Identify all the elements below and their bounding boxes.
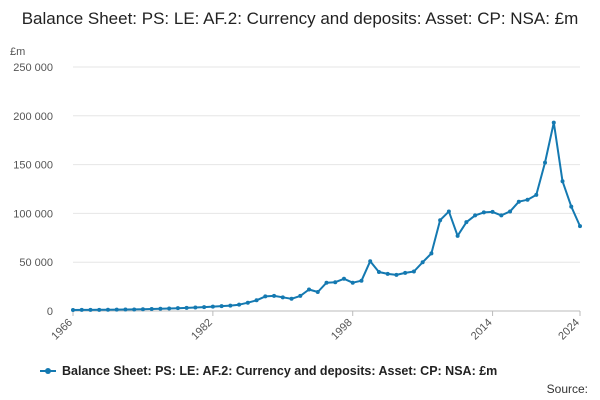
data-point[interactable] <box>455 233 460 238</box>
data-point[interactable] <box>490 209 495 214</box>
series-layer <box>71 120 582 313</box>
data-point[interactable] <box>420 260 425 265</box>
data-point[interactable] <box>569 204 574 209</box>
data-point[interactable] <box>71 308 75 313</box>
data-point[interactable] <box>578 224 582 229</box>
data-point[interactable] <box>184 305 189 310</box>
chart-title: Balance Sheet: PS: LE: AF.2: Currency an… <box>21 9 579 28</box>
data-point[interactable] <box>167 306 172 311</box>
y-tick-label: 0 <box>47 306 53 318</box>
data-point[interactable] <box>403 270 408 275</box>
data-point[interactable] <box>438 218 443 223</box>
legend[interactable]: Balance Sheet: PS: LE: AF.2: Currency an… <box>40 364 497 378</box>
data-point[interactable] <box>324 280 329 285</box>
data-point[interactable] <box>245 300 250 305</box>
data-point[interactable] <box>175 306 180 311</box>
x-axis: 1966 1982 1998 2014 2024 <box>49 311 582 342</box>
y-tick-label: 200 000 <box>13 111 53 123</box>
data-point[interactable] <box>376 269 381 274</box>
data-point[interactable] <box>88 307 93 312</box>
data-point[interactable] <box>210 304 215 309</box>
x-tick-label: 1998 <box>329 317 355 343</box>
data-point[interactable] <box>368 259 373 264</box>
data-point[interactable] <box>341 276 346 281</box>
data-point[interactable] <box>534 192 539 197</box>
data-point[interactable] <box>429 251 434 256</box>
data-point[interactable] <box>158 306 163 311</box>
data-point[interactable] <box>237 302 242 307</box>
legend-swatch <box>40 365 56 377</box>
legend-label: Balance Sheet: PS: LE: AF.2: Currency an… <box>62 364 498 378</box>
data-point[interactable] <box>359 278 364 283</box>
data-point[interactable] <box>219 304 224 309</box>
x-tick-label: 1982 <box>189 317 215 343</box>
data-point[interactable] <box>464 220 469 225</box>
data-point[interactable] <box>140 307 145 312</box>
y-tick-label: 100 000 <box>13 208 53 220</box>
data-point[interactable] <box>228 303 233 308</box>
data-point[interactable] <box>411 269 416 274</box>
gridlines <box>73 66 580 312</box>
data-point[interactable] <box>97 307 102 312</box>
data-point[interactable] <box>481 210 486 215</box>
data-point[interactable] <box>298 293 303 298</box>
data-point[interactable] <box>105 307 110 312</box>
data-point[interactable] <box>394 272 399 277</box>
data-point[interactable] <box>525 197 530 202</box>
y-tick-label: 150 000 <box>13 160 53 172</box>
data-point[interactable] <box>289 296 294 301</box>
data-point[interactable] <box>307 287 312 292</box>
data-point[interactable] <box>499 213 504 218</box>
data-point[interactable] <box>350 280 355 285</box>
data-point[interactable] <box>385 271 390 276</box>
y-axis-unit: £m <box>10 46 26 58</box>
data-point[interactable] <box>551 120 556 125</box>
data-point[interactable] <box>516 199 521 204</box>
x-tick-label: 2024 <box>556 317 582 343</box>
data-point[interactable] <box>333 280 338 285</box>
x-tick-label: 1966 <box>49 317 75 343</box>
data-point[interactable] <box>543 160 548 165</box>
data-point[interactable] <box>149 307 154 312</box>
data-point[interactable] <box>446 209 451 214</box>
data-point[interactable] <box>114 307 119 312</box>
source-label: Source: <box>546 382 588 396</box>
y-tick-label: 250 000 <box>13 62 53 74</box>
y-tick-label: 50 000 <box>19 257 53 269</box>
data-point[interactable] <box>280 295 285 300</box>
y-axis-ticks: 0 50 000 100 000 150 000 200 000 250 000 <box>13 62 53 318</box>
data-point[interactable] <box>79 307 84 312</box>
data-point[interactable] <box>473 213 478 218</box>
data-point[interactable] <box>254 298 259 303</box>
data-point[interactable] <box>132 307 137 312</box>
data-point[interactable] <box>193 305 198 310</box>
data-point[interactable] <box>202 305 207 310</box>
x-tick-label: 2014 <box>469 317 495 343</box>
data-point[interactable] <box>315 289 320 294</box>
data-point[interactable] <box>123 307 128 312</box>
data-point[interactable] <box>508 209 513 214</box>
data-point[interactable] <box>272 293 277 298</box>
data-point[interactable] <box>263 294 268 299</box>
data-point[interactable] <box>560 179 565 184</box>
